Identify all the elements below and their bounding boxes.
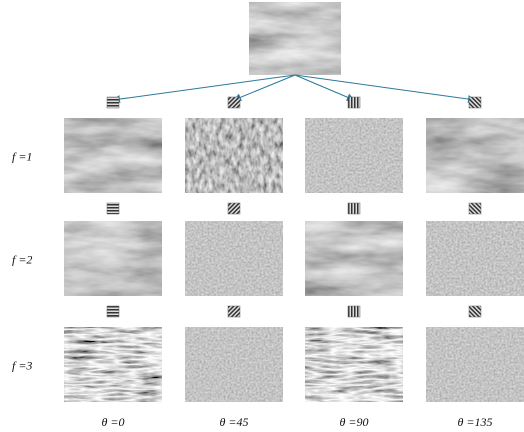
filtered-image (426, 327, 524, 402)
filtered-image (426, 118, 524, 193)
figure: f =1 f =2 f =3 θ =0 θ =45 θ =90 θ =135 (0, 0, 524, 432)
column-label: θ =135 (458, 415, 493, 429)
filtered-image (64, 221, 162, 296)
input-image (249, 2, 341, 75)
kernel (107, 306, 119, 317)
page: f =1f =2f =3θ =0θ =45θ =90θ =135 (() => … (0, 0, 524, 432)
kernel (228, 97, 240, 108)
kernel (107, 97, 119, 108)
filtered-image (426, 221, 524, 296)
row-label: f =1 (12, 149, 32, 163)
column-label: θ =90 (340, 415, 369, 429)
filtered-image (64, 118, 162, 193)
filtered-image (305, 221, 403, 296)
kernel (107, 203, 119, 214)
kernel (469, 306, 481, 317)
kernel (469, 203, 481, 214)
arrow (295, 75, 475, 100)
filtered-image (64, 327, 162, 402)
row-label: f =3 (12, 358, 32, 372)
filtered-image (305, 327, 403, 402)
row-label: f =2 (12, 252, 32, 266)
arrow (113, 75, 295, 100)
filtered-image (305, 118, 403, 193)
kernel (469, 97, 481, 108)
kernel (348, 306, 360, 317)
filtered-image (185, 118, 283, 193)
kernel (348, 203, 360, 214)
kernel (228, 306, 240, 317)
filtered-image (185, 327, 283, 402)
kernel (348, 97, 360, 108)
filtered-image (185, 221, 283, 296)
kernel (228, 203, 240, 214)
column-label: θ =45 (220, 415, 249, 429)
column-label: θ =0 (102, 415, 125, 429)
